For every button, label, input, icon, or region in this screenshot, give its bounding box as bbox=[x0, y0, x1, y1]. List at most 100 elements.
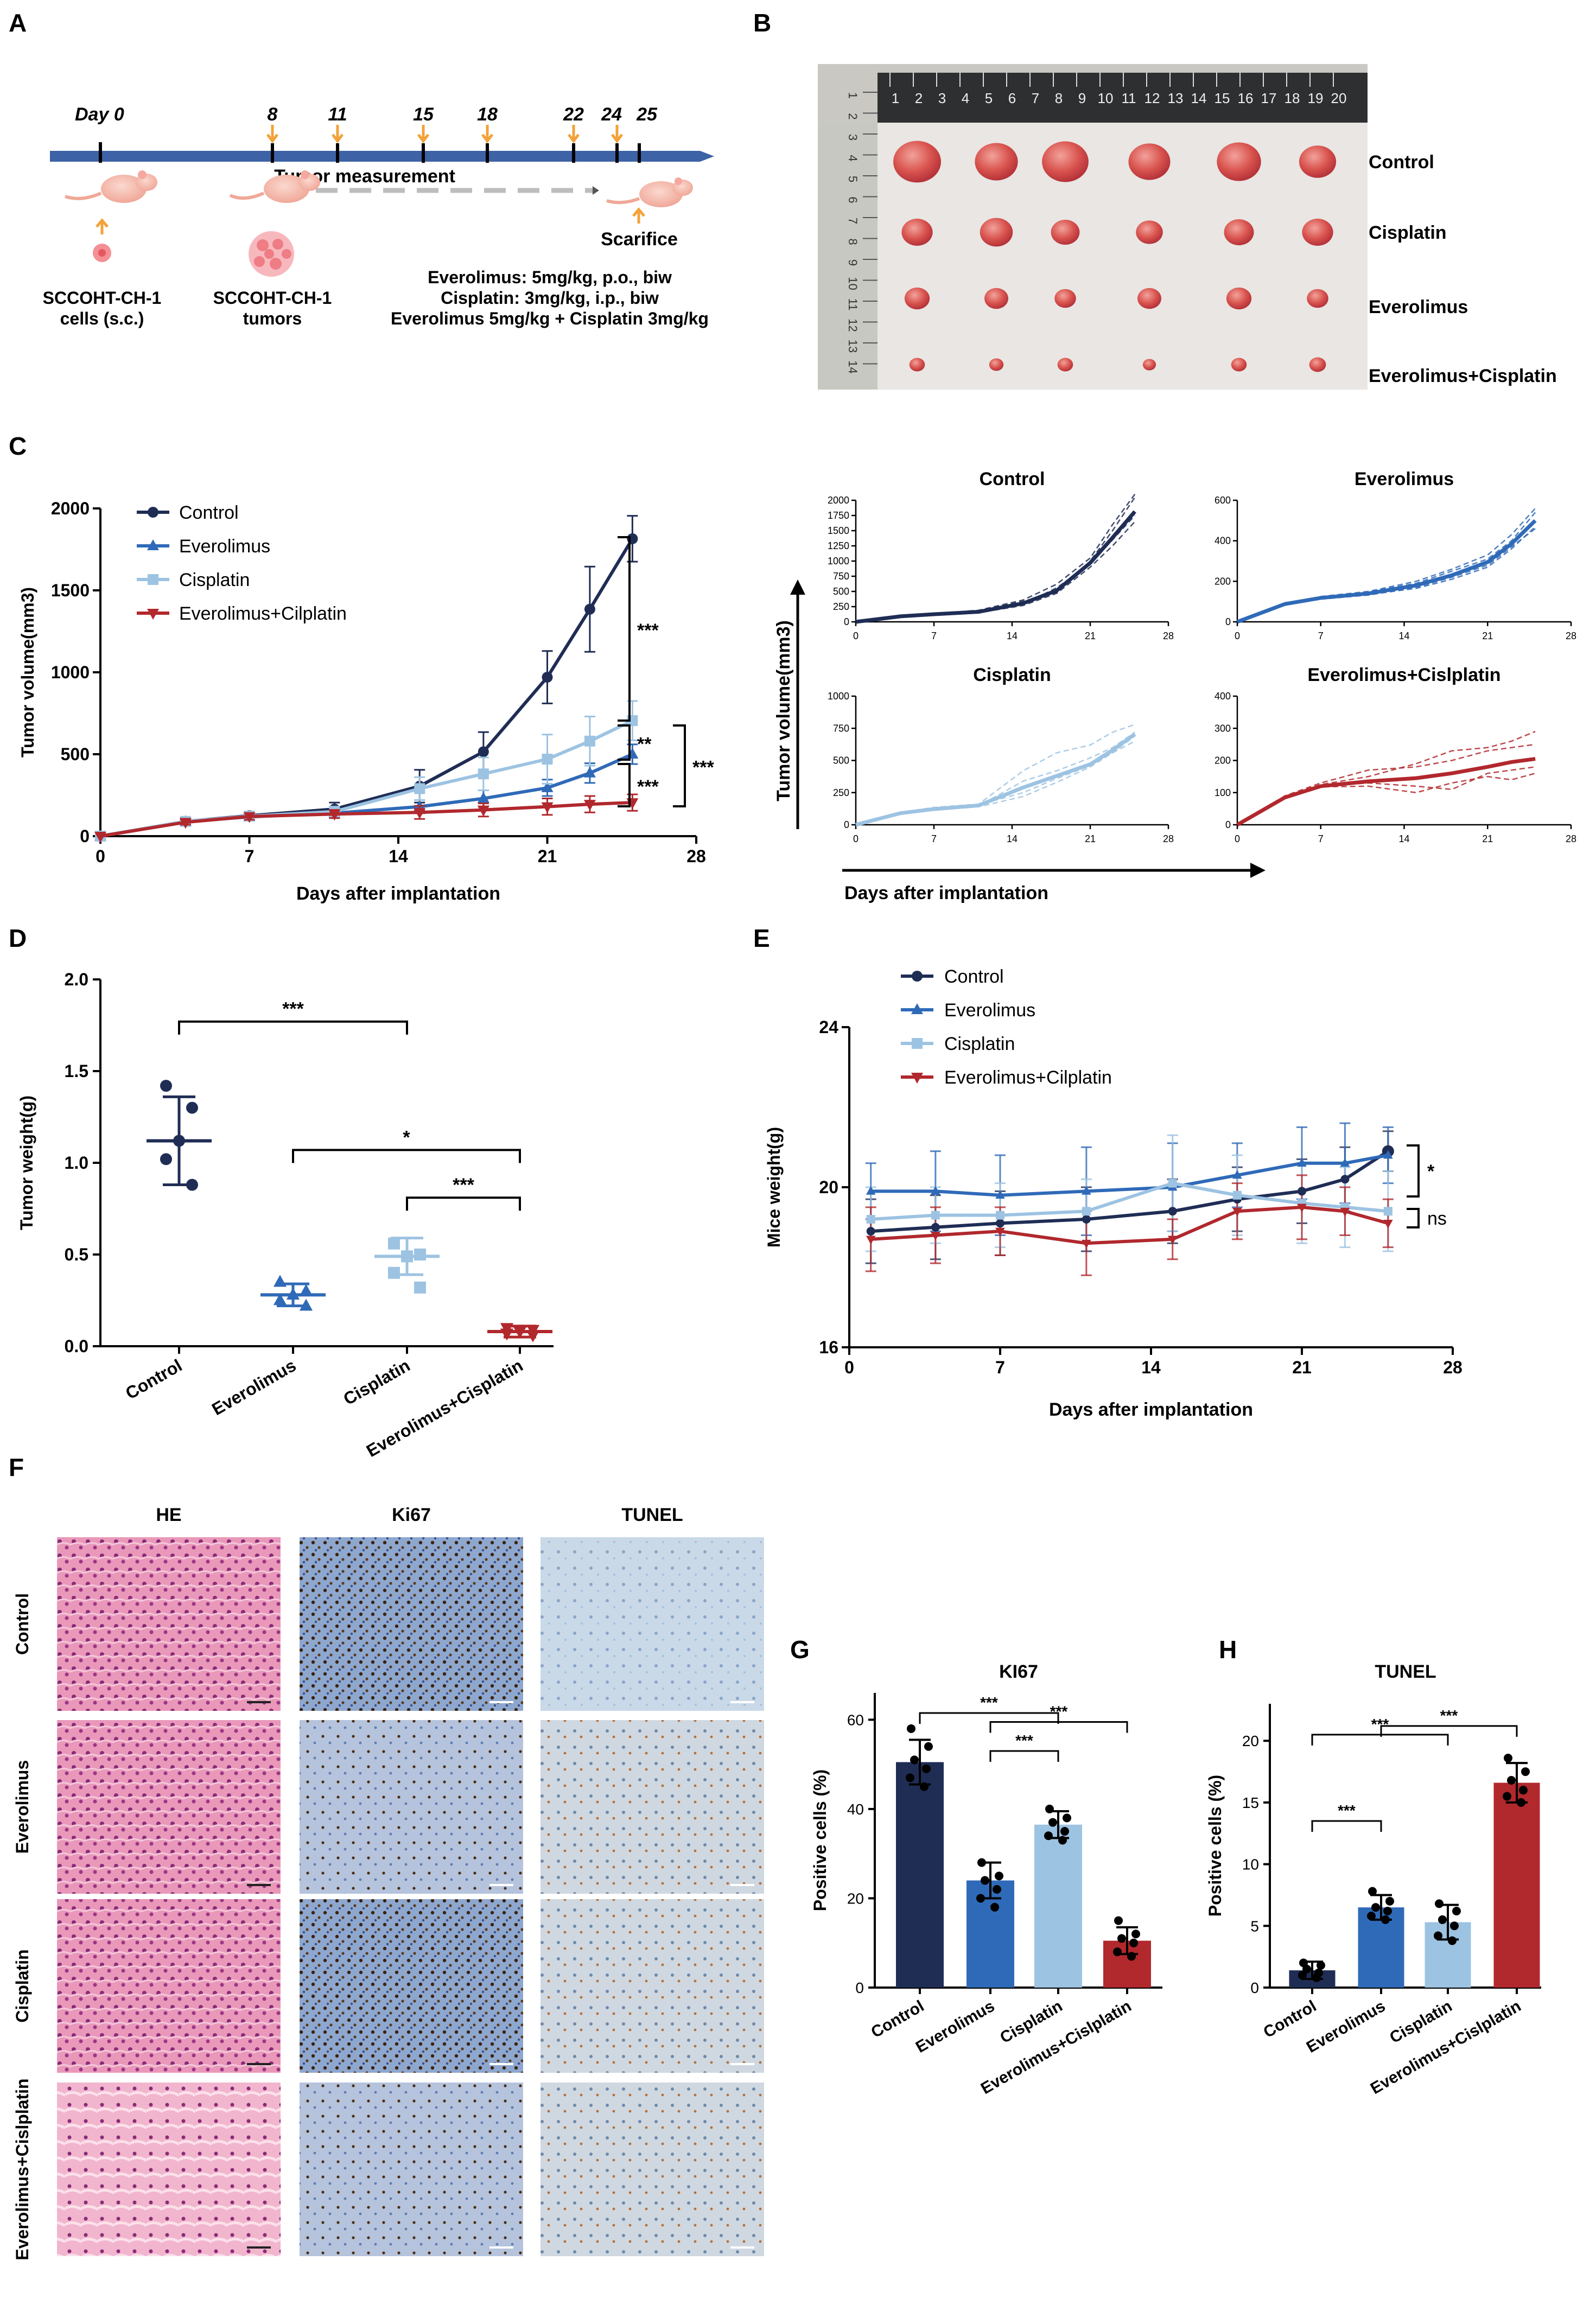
mini-y-tick-label: 0 bbox=[844, 616, 849, 627]
mini-x-tick-label: 21 bbox=[1085, 833, 1096, 844]
mini-y-tick-label: 0 bbox=[844, 819, 849, 830]
y-tick-label: 0 bbox=[1250, 1979, 1259, 1996]
histology-image bbox=[300, 1899, 523, 2073]
data-point bbox=[920, 1782, 929, 1791]
cells-label-1: SCCOHT-CH-1 bbox=[43, 288, 162, 308]
mini-y-tick-label: 250 bbox=[833, 601, 849, 612]
data-point bbox=[1302, 1964, 1311, 1973]
data-point bbox=[1371, 1903, 1380, 1912]
arrow-down-icon bbox=[332, 125, 344, 144]
mini-title: Everolimus bbox=[1355, 469, 1454, 489]
legend-marker bbox=[148, 574, 158, 585]
x-tick-label: 21 bbox=[1292, 1358, 1312, 1377]
sig-bracket-cis-combo-label: *** bbox=[692, 757, 714, 778]
data-point bbox=[1434, 1931, 1442, 1940]
mini-y-tick-label: 100 bbox=[1215, 787, 1231, 798]
mini-y-tick-label: 250 bbox=[833, 787, 849, 798]
tumor-specimen bbox=[1057, 358, 1073, 372]
tumor-specimen bbox=[901, 219, 933, 246]
data-point bbox=[478, 746, 489, 757]
sig-bracket-control-label: *** bbox=[637, 620, 659, 641]
histology-column-ki67: Ki67 bbox=[392, 1505, 431, 1525]
legend-label: Everolimus+Cilplatin bbox=[944, 1067, 1112, 1088]
data-point bbox=[931, 1186, 940, 1195]
sig-bracket-cis-evero-label: ** bbox=[637, 734, 652, 755]
data-point bbox=[1519, 1786, 1528, 1795]
ruler-top-number: 17 bbox=[1261, 90, 1277, 106]
ki67-bar-chart: KI67 0 20 40 60 Positive cells (%) ControlEver… bbox=[810, 1661, 1162, 2098]
sig-bracket-evero-combo bbox=[618, 763, 631, 807]
mini-x-tick-label: 14 bbox=[1007, 833, 1018, 844]
mini-x-tick-label: 28 bbox=[1163, 833, 1174, 844]
legend-label: Everolimus bbox=[179, 536, 270, 557]
mouse-icon-day8 bbox=[229, 170, 320, 203]
mini-y-title: Tumor volume(mm3) bbox=[773, 620, 794, 801]
mini-x-tick-label: 14 bbox=[1398, 631, 1409, 641]
data-point bbox=[1298, 1187, 1306, 1196]
data-point bbox=[1340, 1207, 1350, 1217]
mini-x-tick-label: 7 bbox=[1318, 631, 1324, 641]
panel-label-b: B bbox=[753, 9, 771, 37]
data-point bbox=[931, 1222, 940, 1232]
data-point bbox=[977, 1858, 986, 1867]
data-point bbox=[1383, 1219, 1393, 1228]
ruler-side-number: 8 bbox=[846, 238, 860, 245]
y-tick-label: 20 bbox=[847, 1890, 864, 1907]
legend-label: Cisplatin bbox=[944, 1034, 1015, 1054]
chart-title: KI67 bbox=[999, 1661, 1038, 1682]
x-tick-label: Control bbox=[122, 1355, 186, 1403]
y-tick-label: 1000 bbox=[51, 663, 90, 682]
sig-label: *** bbox=[282, 999, 304, 1020]
data-point bbox=[1168, 1179, 1177, 1188]
data-point bbox=[1045, 1804, 1054, 1813]
data-point bbox=[995, 1227, 1005, 1237]
data-point bbox=[1383, 1207, 1392, 1216]
ruler-side-number: 12 bbox=[846, 319, 860, 332]
sig-label: *** bbox=[1371, 1716, 1389, 1733]
ruler-top-number: 3 bbox=[938, 90, 946, 106]
tumor-specimen bbox=[1137, 288, 1161, 309]
day-label-11: 11 bbox=[328, 104, 347, 125]
data-point bbox=[1383, 1907, 1392, 1916]
data-point bbox=[388, 1266, 400, 1279]
mean-tumor-line bbox=[855, 510, 1136, 624]
data-point bbox=[1438, 1915, 1447, 1924]
ruler-top-number: 14 bbox=[1191, 90, 1207, 106]
sig-bracket bbox=[919, 1712, 1059, 1724]
panel-e: E 0 7 14 21 28 16 20 24 Days after implantation M… bbox=[753, 924, 1463, 1420]
day0-label: Day 0 bbox=[75, 104, 124, 125]
mini-y-tick-label: 600 bbox=[1215, 495, 1231, 506]
data-point bbox=[993, 1885, 1001, 1894]
y-tick-label: 1.0 bbox=[65, 1153, 88, 1173]
mini-y-tick-label: 750 bbox=[833, 723, 849, 734]
arrow-down-icon bbox=[417, 125, 429, 144]
x-tick-label: 14 bbox=[1141, 1358, 1161, 1377]
sig-bracket-cis-combo bbox=[673, 724, 686, 807]
mini-title: Control bbox=[980, 469, 1045, 489]
histology-image bbox=[541, 1537, 764, 1711]
mini-y-tick-label: 400 bbox=[1215, 691, 1231, 702]
data-point bbox=[414, 1281, 426, 1294]
panel-label-c: C bbox=[9, 432, 27, 460]
mini-x-tick-label: 0 bbox=[853, 833, 859, 844]
data-point bbox=[160, 1080, 172, 1092]
data-point bbox=[1167, 1236, 1178, 1245]
mini-y-tick-label: 0 bbox=[1225, 819, 1231, 830]
ruler-top-number: 11 bbox=[1122, 90, 1136, 106]
data-point bbox=[1297, 1158, 1307, 1167]
individual-tumor-line bbox=[855, 731, 1135, 826]
legend-label: Control bbox=[179, 502, 239, 523]
mini-x-tick-label: 21 bbox=[1085, 631, 1096, 641]
data-point bbox=[299, 1284, 313, 1296]
data-point bbox=[1082, 1186, 1091, 1195]
sig-bracket bbox=[1407, 1208, 1420, 1228]
mini-x-tick-label: 7 bbox=[931, 833, 937, 844]
arrow-right-icon bbox=[1250, 863, 1266, 878]
data-point bbox=[981, 1876, 989, 1885]
data-point bbox=[866, 1186, 876, 1195]
data-point bbox=[1297, 1204, 1307, 1213]
legend-marker bbox=[911, 1003, 923, 1014]
data-point bbox=[299, 1298, 313, 1311]
data-point bbox=[922, 1764, 931, 1773]
